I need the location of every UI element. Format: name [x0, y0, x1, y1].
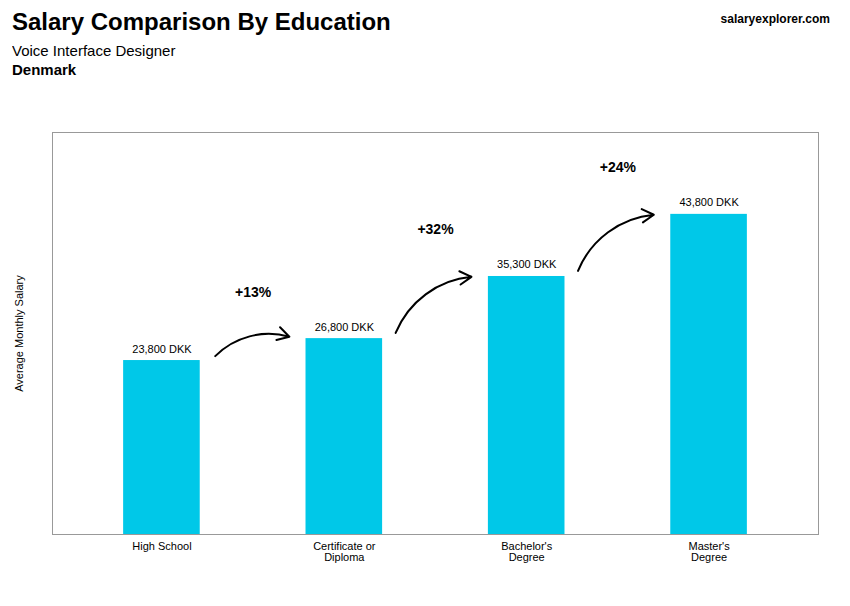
- svg-text:High School: High School: [132, 540, 191, 552]
- html-text:Denmark: Denmark: [12, 61, 77, 78]
- svg-text:23,800 DKK: 23,800 DKK: [132, 343, 192, 355]
- svg-text:35,300 DKK: 35,300 DKK: [497, 258, 557, 270]
- html-text:Voice Interface Designer: Voice Interface Designer: [12, 42, 176, 59]
- svg-text:+24%: +24%: [600, 159, 637, 175]
- svg-text:Certificate orDiploma: Certificate orDiploma: [313, 540, 376, 563]
- svg-text:26,800 DKK: 26,800 DKK: [315, 321, 375, 333]
- svg-text:Bachelor'sDegree: Bachelor'sDegree: [501, 540, 553, 563]
- svg-text:Average Monthly Salary: Average Monthly Salary: [13, 275, 25, 392]
- svg-text:43,800 DKK: 43,800 DKK: [679, 196, 739, 208]
- svg-text:+13%: +13%: [235, 284, 272, 300]
- html-text:Salary Comparison By Education: Salary Comparison By Education: [12, 8, 391, 35]
- svg-text:Master'sDegree: Master'sDegree: [688, 540, 730, 563]
- html-text:salaryexplorer.com: salaryexplorer.com: [720, 12, 830, 26]
- svg-text:+32%: +32%: [417, 221, 454, 237]
